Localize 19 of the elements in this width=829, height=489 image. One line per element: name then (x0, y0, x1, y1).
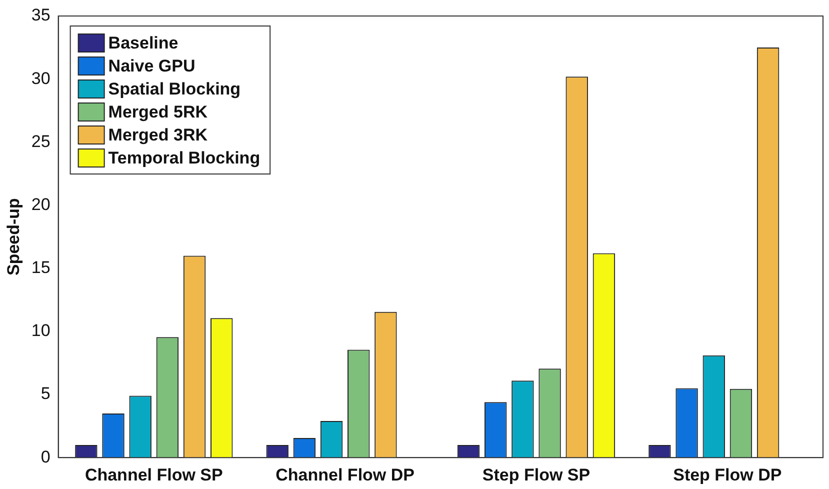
x-tick-label: Channel Flow SP (84, 465, 223, 484)
y-tick-label: 35 (31, 6, 50, 25)
y-tick-label: 15 (31, 258, 50, 278)
x-tick-label: Channel Flow DP (276, 465, 414, 484)
x-tick-label: Step Flow SP (482, 465, 590, 484)
legend-label: Merged 5RK (108, 102, 208, 122)
x-tick-label: Step Flow DP (673, 465, 782, 484)
y-tick-label: 30 (31, 68, 50, 88)
y-tick-label: 0 (40, 447, 50, 466)
legend-label: Spatial Blocking (108, 80, 241, 99)
legend-label: Merged 3RK (108, 126, 208, 145)
y-tick-label: 25 (31, 132, 50, 151)
legend-label: Baseline (108, 34, 178, 53)
y-tick-label: 20 (31, 194, 50, 214)
legend-label: Naive GPU (108, 56, 196, 76)
y-tick-label: 5 (40, 384, 50, 404)
y-tick-label: 10 (31, 321, 50, 340)
y-axis-title: Speed-up (4, 198, 23, 276)
legend-label: Temporal Blocking (108, 148, 260, 168)
